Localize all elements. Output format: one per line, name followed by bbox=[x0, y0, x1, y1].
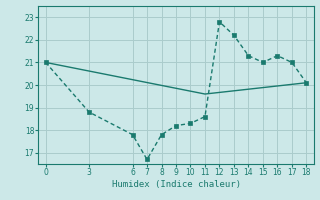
X-axis label: Humidex (Indice chaleur): Humidex (Indice chaleur) bbox=[111, 180, 241, 189]
